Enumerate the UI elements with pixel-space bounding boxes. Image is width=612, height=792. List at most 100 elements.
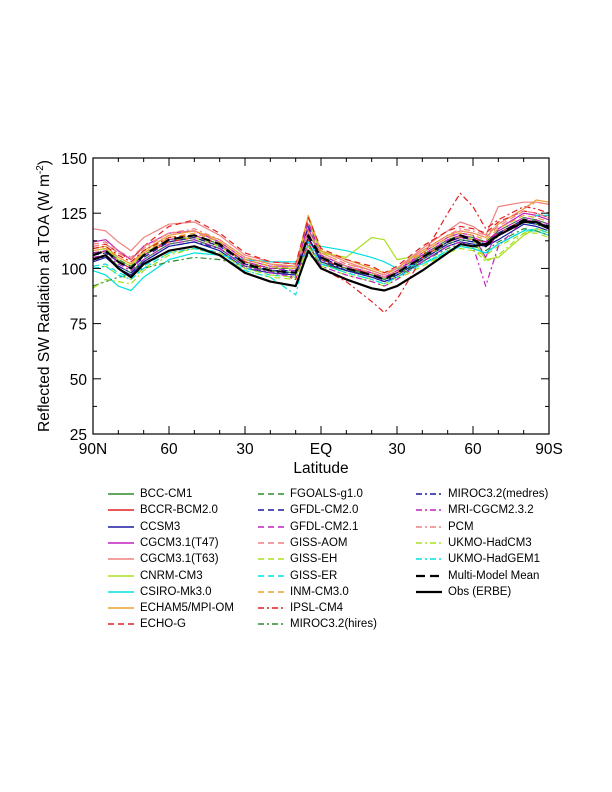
legend-swatch	[258, 542, 284, 544]
legend-swatch	[108, 623, 134, 626]
legend-item: IPSL-CM4	[258, 600, 343, 616]
legend-item: UKMO-HadGEM1	[416, 551, 540, 567]
x-tick-label: 90S	[535, 441, 563, 458]
legend-label: PCM	[448, 520, 474, 533]
legend-label: UKMO-HadGEM1	[448, 553, 541, 566]
legend-swatch	[416, 509, 442, 511]
legend-swatch	[258, 623, 284, 626]
legend-swatch	[108, 574, 134, 577]
legend-item: MIROC3.2(hires)	[258, 616, 377, 632]
legend-swatch	[258, 558, 284, 560]
legend-item: GISS-ER	[258, 568, 337, 584]
legend-item: CSIRO-Mk3.0	[108, 584, 212, 600]
legend-label: IPSL-CM4	[290, 602, 344, 615]
x-axis-label: Latitude	[293, 460, 348, 477]
legend-label: BCCR-BCM2.0	[140, 504, 218, 517]
legend-swatch	[108, 542, 134, 544]
legend-swatch	[258, 574, 284, 577]
series-line-21	[92, 228, 550, 289]
svg-text:Reflected SW Radiation at TOA: Reflected SW Radiation at TOA (W m-2)	[35, 160, 53, 432]
series-line-12	[92, 210, 550, 278]
legend-swatch	[258, 591, 284, 593]
x-tick-label: 60	[464, 441, 482, 458]
legend-swatch	[416, 558, 442, 560]
series-line-14	[92, 214, 549, 285]
legend-swatch	[108, 525, 134, 528]
legend-label: GFDL-CM2.0	[290, 504, 359, 517]
y-tick-label: 25	[70, 427, 87, 444]
legend-item: BCCR-BCM2.0	[108, 502, 218, 518]
legend-swatch	[108, 607, 134, 609]
legend-label: ECHAM5/MPI-OM	[140, 602, 234, 615]
legend-swatch	[416, 493, 442, 495]
chart: Reflected SW Radiation at TOA (W m-2) La…	[35, 151, 563, 477]
legend-label: UKMO-HadCM3	[448, 536, 532, 549]
legend-item: GFDL-CM2.1	[258, 519, 358, 535]
series-line-24	[92, 220, 550, 292]
legend-item: BCC-CM1	[108, 486, 192, 502]
legend-label: GISS-EH	[290, 553, 338, 566]
legend-label: CGCM3.1(T63)	[140, 553, 219, 566]
legend-item: Obs (ERBE)	[416, 584, 511, 600]
series-line-19	[92, 219, 550, 287]
legend-item: MIROC3.2(medres)	[416, 486, 548, 502]
legend-item: ECHO-G	[108, 616, 186, 632]
y-tick-label: 50	[70, 372, 88, 389]
legend-item: GISS-AOM	[258, 535, 348, 551]
y-tick-label: 100	[61, 261, 87, 278]
legend-label: Multi-Model Mean	[448, 569, 540, 582]
legend-swatch	[108, 509, 134, 511]
legend-swatch	[258, 607, 284, 609]
legend-label: CNRM-CM3	[140, 569, 203, 582]
x-tick-label: EQ	[310, 441, 332, 458]
legend-item: MRI-CGCM2.3.2	[416, 502, 534, 518]
series-layer	[92, 192, 550, 314]
legend-item: CCSM3	[108, 519, 180, 535]
legend-label: FGOALS-g1.0	[290, 488, 363, 500]
legend-label: GFDL-CM2.1	[290, 520, 359, 533]
legend-swatch	[416, 525, 442, 528]
legend-label: GISS-AOM	[290, 536, 348, 549]
series-line-7	[92, 199, 550, 274]
series-line-11	[92, 217, 550, 278]
legend-item: ECHAM5/MPI-OM	[108, 600, 234, 616]
legend-swatch	[416, 542, 442, 544]
legend-swatch	[108, 493, 134, 495]
legend-label: MRI-CGCM2.3.2	[448, 504, 534, 517]
legend-item: GFDL-CM2.0	[258, 502, 358, 518]
legend-swatch	[108, 591, 134, 593]
y-tick-label: 150	[61, 151, 87, 168]
legend-label: CSIRO-Mk3.0	[140, 585, 212, 598]
legend-item: FGOALS-g1.0	[258, 486, 363, 502]
legend-item: INM-CM3.0	[258, 584, 349, 600]
legend-item: CNRM-CM3	[108, 568, 203, 584]
plot-frame	[92, 157, 550, 435]
legend-label: Obs (ERBE)	[448, 585, 512, 598]
legend-label: GISS-ER	[290, 569, 338, 582]
y-tick-label: 125	[61, 206, 87, 223]
legend-swatch	[258, 509, 284, 511]
legend-item: PCM	[416, 519, 474, 535]
legend-label: INM-CM3.0	[290, 585, 349, 598]
legend-item: Multi-Model Mean	[416, 568, 539, 584]
legend-label: CCSM3	[140, 520, 181, 533]
legend-item: CGCM3.1(T63)	[108, 551, 219, 567]
x-tick-label: 60	[160, 441, 178, 458]
legend-label: BCC-CM1	[140, 488, 193, 500]
legend-item: CGCM3.1(T47)	[108, 535, 219, 551]
series-line-17	[92, 228, 550, 287]
y-axis-label: Reflected SW Radiation at TOA (W m-2)	[35, 160, 53, 432]
legend-item: GISS-EH	[258, 551, 337, 567]
legend-label: ECHO-G	[140, 618, 186, 631]
y-tick-label: 75	[70, 317, 87, 334]
x-tick-label: 90N	[79, 441, 107, 458]
legend-swatch	[416, 590, 442, 593]
legend-swatch	[258, 493, 284, 495]
legend-swatch	[108, 558, 134, 560]
series-line-8	[92, 210, 550, 274]
series-line-4	[92, 201, 550, 276]
legend-item: UKMO-HadCM3	[416, 535, 532, 551]
legend-label: MIROC3.2(medres)	[448, 488, 549, 500]
legend-label: MIROC3.2(hires)	[290, 618, 377, 631]
x-tick-label: 30	[236, 441, 254, 458]
